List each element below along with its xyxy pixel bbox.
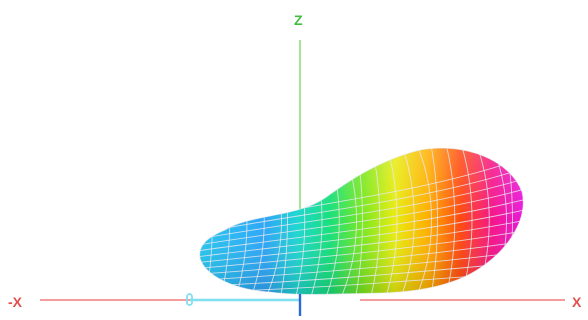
y-axis-endcap	[186, 293, 193, 306]
mesh-parallel	[199, 197, 524, 252]
mesh-parallel	[199, 176, 524, 241]
x-negative-axis-label: -X	[8, 294, 23, 310]
mesh-meridian	[399, 148, 415, 295]
surface-outline	[199, 147, 524, 295]
mesh-parallel	[199, 229, 524, 270]
mesh-meridian	[519, 148, 524, 295]
mesh-parallel	[199, 239, 524, 275]
mesh-parallel	[199, 187, 524, 246]
mesh-parallel	[199, 208, 524, 258]
z-axis-label: Z	[294, 12, 303, 28]
mesh-meridian	[429, 148, 438, 295]
mesh-parallel	[199, 166, 524, 235]
mesh-parallel	[199, 250, 524, 281]
mesh-meridian	[444, 148, 456, 295]
mesh-meridian	[414, 148, 432, 295]
mesh-meridian	[204, 148, 213, 295]
mesh-parallel	[199, 218, 524, 264]
x-positive-axis-label: X	[572, 294, 582, 310]
surface-body	[199, 147, 524, 295]
